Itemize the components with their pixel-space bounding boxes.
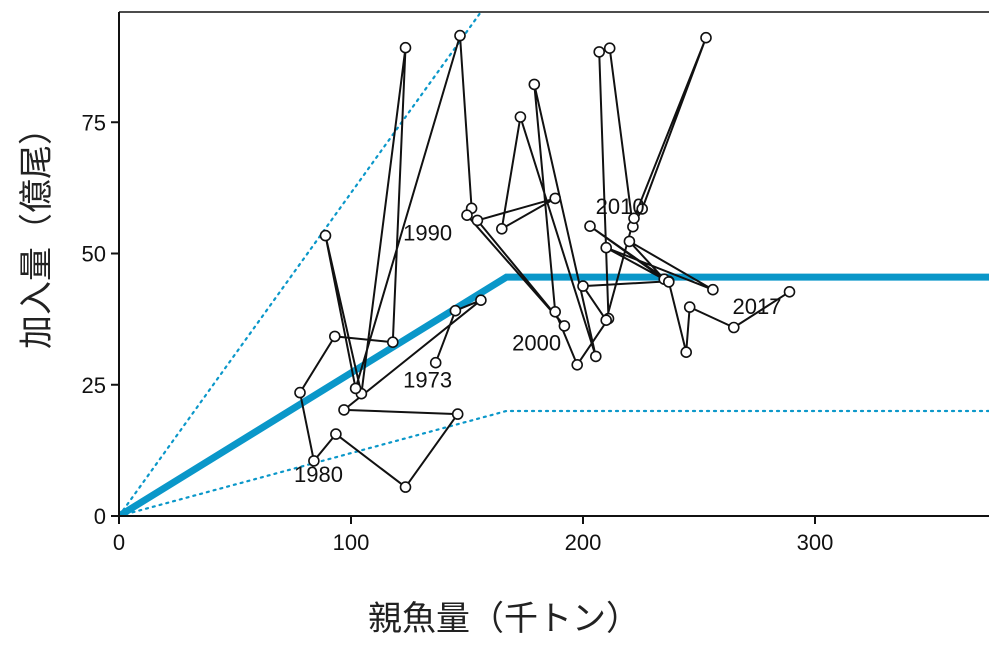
year-label: 1973 (403, 367, 452, 392)
data-point (584, 220, 596, 232)
data-point (475, 294, 487, 307)
year-label: 2000 (512, 331, 561, 356)
data-point (386, 336, 399, 349)
ticks-layer: 0 100 200 300 0 25 50 75 (82, 110, 834, 555)
data-point (330, 428, 342, 440)
year-label: 1980 (294, 462, 343, 487)
x-tick-label: 100 (333, 530, 370, 555)
data-point (461, 209, 473, 221)
x-tick-label: 300 (797, 530, 834, 555)
data-point (600, 314, 613, 327)
data-point (783, 285, 796, 298)
data-point (727, 321, 740, 334)
bound-lines-layer (119, 12, 989, 516)
data-point (683, 301, 696, 313)
data-point (700, 31, 712, 44)
data-point (399, 41, 412, 54)
y-axis-title: 加入量（億尾） (17, 111, 57, 349)
data-point (707, 283, 719, 296)
lower-bound-line (119, 409, 989, 516)
y-tick-label: 75 (82, 110, 106, 135)
data-point (454, 29, 466, 42)
x-tick-label: 0 (113, 530, 125, 555)
data-point (399, 481, 412, 493)
x-tick-label: 200 (565, 530, 602, 555)
year-label: 2010 (596, 194, 645, 219)
data-point (549, 305, 562, 318)
data-point (589, 350, 602, 363)
data-point (328, 330, 341, 343)
data-point (549, 192, 562, 205)
data-point (308, 455, 320, 467)
data-point (429, 356, 442, 369)
year-label: 1990 (403, 220, 452, 245)
y-tick-label: 50 (82, 242, 106, 267)
year-labels-layer: 1973 1980 1990 2000 2010 2017 (294, 194, 781, 487)
hockey-stick-layer (119, 273, 989, 516)
data-point (571, 358, 584, 371)
data-points-layer (294, 29, 796, 493)
upper-bound-line (119, 12, 482, 516)
data-point (449, 304, 462, 317)
data-point (349, 382, 362, 395)
data-point (628, 212, 640, 225)
data-point (294, 386, 306, 399)
data-point (600, 241, 613, 254)
data-point (662, 276, 675, 288)
data-point (577, 280, 589, 292)
x-axis-title: 親魚量（千トン） (368, 599, 640, 639)
data-point (593, 46, 606, 58)
data-point (603, 42, 616, 55)
data-point (319, 229, 332, 242)
year-label: 2017 (733, 294, 782, 319)
hockey-stick-line (119, 273, 989, 516)
y-tick-label: 0 (94, 504, 106, 529)
data-point (623, 235, 636, 248)
y-tick-label: 25 (82, 373, 106, 398)
data-point (528, 78, 541, 91)
data-point (451, 408, 464, 420)
data-point (636, 203, 649, 215)
data-point (495, 223, 508, 235)
plot-background (119, 12, 989, 516)
data-point (558, 320, 571, 332)
data-point (680, 346, 693, 359)
data-point (338, 404, 350, 416)
data-point (514, 111, 527, 123)
data-point (471, 214, 484, 227)
